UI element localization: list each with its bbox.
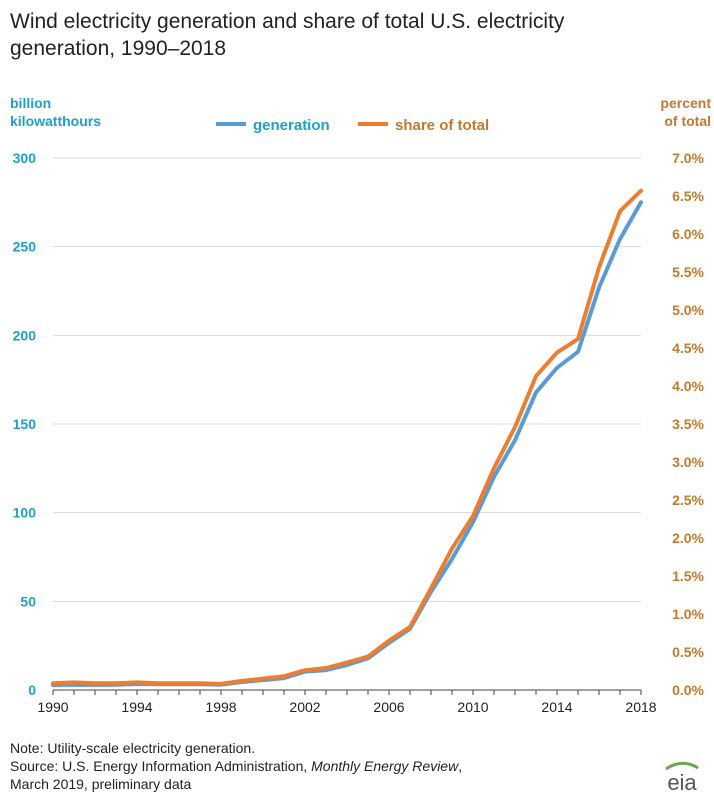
x-axis-tick-label: 2018 <box>625 699 656 715</box>
x-axis-tick-label: 2010 <box>457 699 488 715</box>
legend-label-generation: generation <box>253 117 330 134</box>
right-axis-tick-label: 6.5% <box>672 188 704 204</box>
right-axis-tick-label: 2.5% <box>672 492 704 508</box>
right-axis-unit-label: percent of total <box>611 94 711 130</box>
left-axis-tick-label: 150 <box>13 416 37 432</box>
right-axis-unit-line1: percent <box>660 95 711 111</box>
eia-logo: eia <box>665 761 699 794</box>
left-axis-unit-label: billion kilowatthours <box>10 94 140 130</box>
x-axis-tick-label: 1990 <box>37 699 68 715</box>
right-axis-tick-label: 5.0% <box>672 302 704 318</box>
generation-series-line <box>51 200 643 687</box>
source-date-line: March 2019, preliminary data <box>10 776 192 792</box>
right-axis-tick-label: 1.5% <box>672 568 704 584</box>
chart-note: Note: Utility-scale electricity generati… <box>10 739 462 793</box>
x-axis-tick-label: 2002 <box>289 699 320 715</box>
right-axis-tick-label: 7.0% <box>672 150 704 166</box>
right-axis-tick-label: 0.0% <box>672 682 704 698</box>
eia-logo-text: eia <box>667 770 697 794</box>
legend-label-share: share of total <box>395 117 489 134</box>
left-axis-tick-label: 50 <box>20 593 36 609</box>
right-axis-tick-label: 5.5% <box>672 264 704 280</box>
source-title: Monthly Energy Review <box>311 758 459 774</box>
right-axis-tick-label: 2.0% <box>672 530 704 546</box>
x-axis-tick-label: 1998 <box>205 699 236 715</box>
right-axis-tick-label: 4.0% <box>672 378 704 394</box>
share-series-line <box>51 188 643 686</box>
x-axis-tick-label: 1994 <box>121 699 152 715</box>
right-axis-tick-label: 3.5% <box>672 416 704 432</box>
left-axis-unit-line2: kilowatthours <box>10 113 102 129</box>
left-axis-tick-label: 0 <box>28 682 36 698</box>
x-axis-tick-label: 2014 <box>541 699 572 715</box>
right-axis-tick-label: 4.5% <box>672 340 704 356</box>
right-axis-tick-label: 6.0% <box>672 226 704 242</box>
left-axis-tick-label: 100 <box>13 505 37 521</box>
line-chart: 0 50 100 150 200 250 300 0.0% 0.5% 1.0% 1.5% 2.0% 2.… <box>13 117 705 715</box>
right-axis-tick-label: 0.5% <box>672 644 704 660</box>
source-line: Source: U.S. Energy Information Administ… <box>10 757 462 775</box>
source-prefix: Source: U.S. Energy Information Administ… <box>10 758 312 774</box>
left-axis-unit-line1: billion <box>10 95 52 111</box>
right-axis-tick-label: 1.0% <box>672 606 704 622</box>
x-axis-tick-label: 2006 <box>373 699 404 715</box>
left-axis-tick-label: 200 <box>13 327 37 343</box>
right-axis-unit-line2: of total <box>664 113 711 129</box>
eia-logo-arc-icon <box>665 761 699 771</box>
right-axis-tick-label: 3.0% <box>672 454 704 470</box>
note-line: Note: Utility-scale electricity generati… <box>10 740 256 756</box>
left-axis-tick-label: 250 <box>13 239 37 255</box>
chart-title: Wind electricity generation and share of… <box>10 10 565 60</box>
left-axis-tick-label: 300 <box>13 150 37 166</box>
source-suffix: , <box>458 758 463 774</box>
